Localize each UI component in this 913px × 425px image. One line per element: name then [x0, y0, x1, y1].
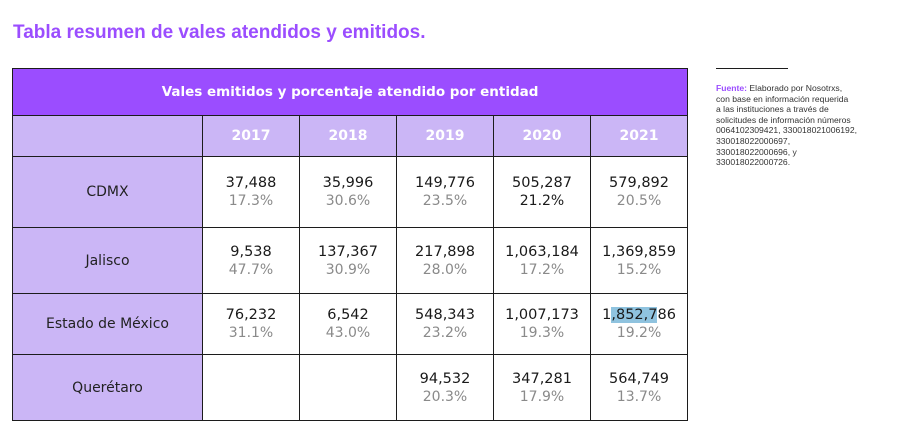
table-row: Estado de México 76,232 31.1% 6,542 43.0% … — [12, 293, 689, 355]
table-row: Querétaro 94,532 20.3% 347,281 17.9% 564,7… — [12, 354, 689, 421]
source-text: Elaborado por Nosotrxs, con base en info… — [716, 83, 857, 168]
summary-table: Vales emitidos y porcentaje atendido por… — [11, 68, 689, 421]
cell-percent: 23.2% — [422, 325, 468, 341]
cell-percent: 43.0% — [325, 325, 371, 341]
data-cell: 548,343 23.2% — [396, 293, 494, 355]
value-part: 1 — [602, 307, 612, 323]
cell-percent: 28.0% — [422, 261, 468, 278]
cell-value: 149,776 — [415, 175, 475, 191]
data-cell: 347,281 17.9% — [493, 354, 591, 421]
cell-percent: 20.3% — [422, 388, 468, 405]
cell-value: 1,063,184 — [505, 243, 579, 260]
cell-value: 137,367 — [318, 243, 378, 260]
source-note: Fuente: Elaborado por Nosotrxs, con base… — [716, 83, 901, 168]
data-cell: 94,532 20.3% — [396, 354, 494, 421]
cell-percent: 15.2% — [616, 261, 662, 278]
year-header: 2021 — [589, 115, 689, 157]
cell-percent: 23.5% — [422, 193, 468, 209]
cell-value: 579,892 — [609, 175, 670, 191]
cell-value: 1,369,859 — [602, 243, 676, 260]
cell-value: 548,343 — [415, 307, 475, 323]
cell-value: 94,532 — [419, 370, 471, 387]
cell-value: 9,538 — [230, 243, 272, 260]
cell-value: 347,281 — [512, 370, 572, 387]
cell-percent: 30.9% — [325, 261, 371, 278]
data-cell: 1,852,786 19.2% — [589, 293, 689, 355]
cell-percent: 47.7% — [228, 261, 274, 278]
cell-percent: 17.9% — [519, 388, 565, 405]
entity-label: Querétaro — [12, 354, 203, 421]
year-header-row: 2017 2018 2019 2020 2021 — [12, 115, 689, 157]
empty-cell — [202, 354, 300, 421]
cell-percent: 31.1% — [228, 325, 274, 341]
entity-label: Estado de México — [12, 293, 203, 355]
cell-value: 37,488 — [225, 175, 277, 191]
page-title: Tabla resumen de vales atendidos y emiti… — [13, 22, 426, 43]
cell-value: 76,232 — [225, 307, 277, 323]
cell-value: 6,542 — [327, 307, 369, 323]
year-header: 2017 — [202, 115, 300, 157]
data-cell: 564,749 13.7% — [589, 354, 689, 421]
source-label: Fuente: — [716, 83, 748, 93]
data-cell: 505,287 21.2% — [493, 156, 591, 228]
cell-value: 505,287 — [512, 175, 572, 191]
data-cell: 137,367 30.9% — [299, 227, 397, 294]
cell-value: 35,996 — [322, 175, 374, 191]
data-cell: 6,542 43.0% — [299, 293, 397, 355]
text-highlight: 1,852,786 — [602, 307, 676, 323]
cell-percent: 13.7% — [616, 388, 662, 405]
cell-percent: 17.3% — [228, 193, 274, 209]
data-cell: 1,007,173 19.3% — [493, 293, 591, 355]
entity-label: Jalisco — [12, 227, 203, 294]
cell-value: 217,898 — [415, 243, 475, 260]
table-header: Vales emitidos y porcentaje atendido por… — [11, 68, 689, 116]
cell-value: 1,007,173 — [505, 307, 579, 323]
year-header: 2018 — [299, 115, 397, 157]
table-row: Jalisco 9,538 47.7% 137,367 30.9% 217,898 2… — [12, 227, 689, 294]
source-divider — [716, 68, 788, 69]
year-header: 2020 — [493, 115, 591, 157]
table-row: CDMX 37,488 17.3% 35,996 30.6% 149,776 23.5… — [12, 156, 689, 228]
data-cell: 9,538 47.7% — [202, 227, 300, 294]
cell-percent: 17.2% — [519, 261, 565, 278]
data-cell: 35,996 30.6% — [299, 156, 397, 228]
cell-value: 564,749 — [609, 370, 670, 387]
data-cell: 1,369,859 15.2% — [589, 227, 689, 294]
data-cell: 217,898 28.0% — [396, 227, 494, 294]
entity-label: CDMX — [12, 156, 203, 228]
data-cell: 579,892 20.5% — [589, 156, 689, 228]
cell-percent: 20.5% — [616, 193, 662, 209]
data-cell: 37,488 17.3% — [202, 156, 300, 228]
highlighted-text: ,852,7 — [611, 307, 658, 323]
cell-percent: 30.6% — [325, 193, 371, 209]
cell-percent: 19.2% — [616, 325, 662, 341]
cell-percent: 21.2% — [519, 193, 565, 209]
data-cell: 1,063,184 17.2% — [493, 227, 591, 294]
data-cell: 76,232 31.1% — [202, 293, 300, 355]
corner-cell — [12, 115, 203, 157]
cell-percent: 19.3% — [519, 325, 565, 341]
highlighted-cell-value: 1,852,786 — [591, 306, 687, 324]
empty-cell — [299, 354, 397, 421]
data-cell: 149,776 23.5% — [396, 156, 494, 228]
year-header: 2019 — [396, 115, 494, 157]
value-part: 86 — [657, 307, 676, 323]
